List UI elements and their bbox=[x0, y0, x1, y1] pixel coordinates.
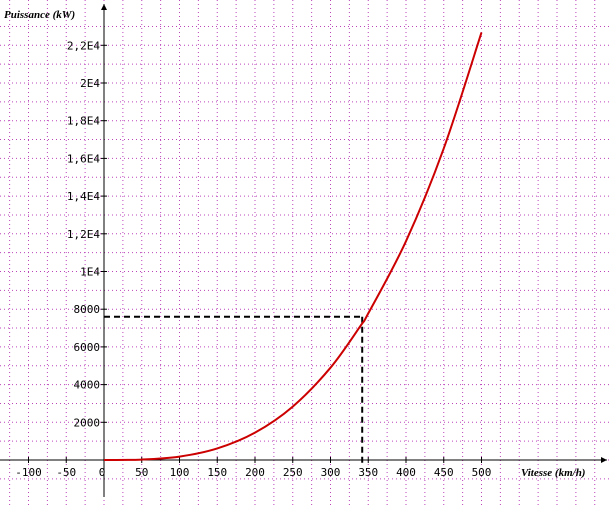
y-tick-label: 8000 bbox=[74, 303, 101, 316]
x-tick-label: 0 bbox=[99, 466, 106, 479]
x-tick-label: 350 bbox=[358, 466, 378, 479]
x-axis-title: Vitesse (km/h) bbox=[521, 467, 585, 479]
x-tick-label: 450 bbox=[434, 466, 454, 479]
tick-labels: -100 -50 0 50 100 150 200 250 300 350 400 450 500 200… bbox=[15, 39, 491, 479]
x-tick-label: -50 bbox=[56, 466, 76, 479]
y-axis-title: Puissance (kW) bbox=[4, 9, 75, 21]
x-tick-label: -100 bbox=[15, 466, 42, 479]
y-tick-label: 2E4 bbox=[80, 77, 100, 90]
y-tick-label: 1,2E4 bbox=[67, 228, 100, 241]
y-tick-label: 2000 bbox=[74, 416, 101, 429]
x-tick-label: 300 bbox=[321, 466, 341, 479]
y-tick-label: 6000 bbox=[74, 341, 101, 354]
y-tick-label: 1E4 bbox=[80, 266, 100, 279]
y-tick-label: 1,8E4 bbox=[67, 115, 100, 128]
y-tick-label: 2,2E4 bbox=[67, 39, 100, 52]
x-tick-label: 100 bbox=[170, 466, 190, 479]
x-axis-arrow bbox=[601, 457, 607, 463]
x-tick-label: 150 bbox=[207, 466, 227, 479]
x-tick-label: 200 bbox=[245, 466, 265, 479]
x-tick-label: 250 bbox=[283, 466, 303, 479]
series-layer bbox=[103, 32, 483, 461]
y-tick-label: 1,4E4 bbox=[67, 190, 100, 203]
x-tick-label: 50 bbox=[135, 466, 148, 479]
y-tick-label: 1,6E4 bbox=[67, 152, 100, 165]
y-tick-label: 4000 bbox=[74, 379, 101, 392]
x-tick-label: 500 bbox=[472, 466, 492, 479]
x-tick-label: 400 bbox=[396, 466, 416, 479]
y-axis-arrow bbox=[101, 4, 107, 10]
series-line-0 bbox=[103, 32, 483, 461]
projection-lines bbox=[104, 315, 364, 464]
